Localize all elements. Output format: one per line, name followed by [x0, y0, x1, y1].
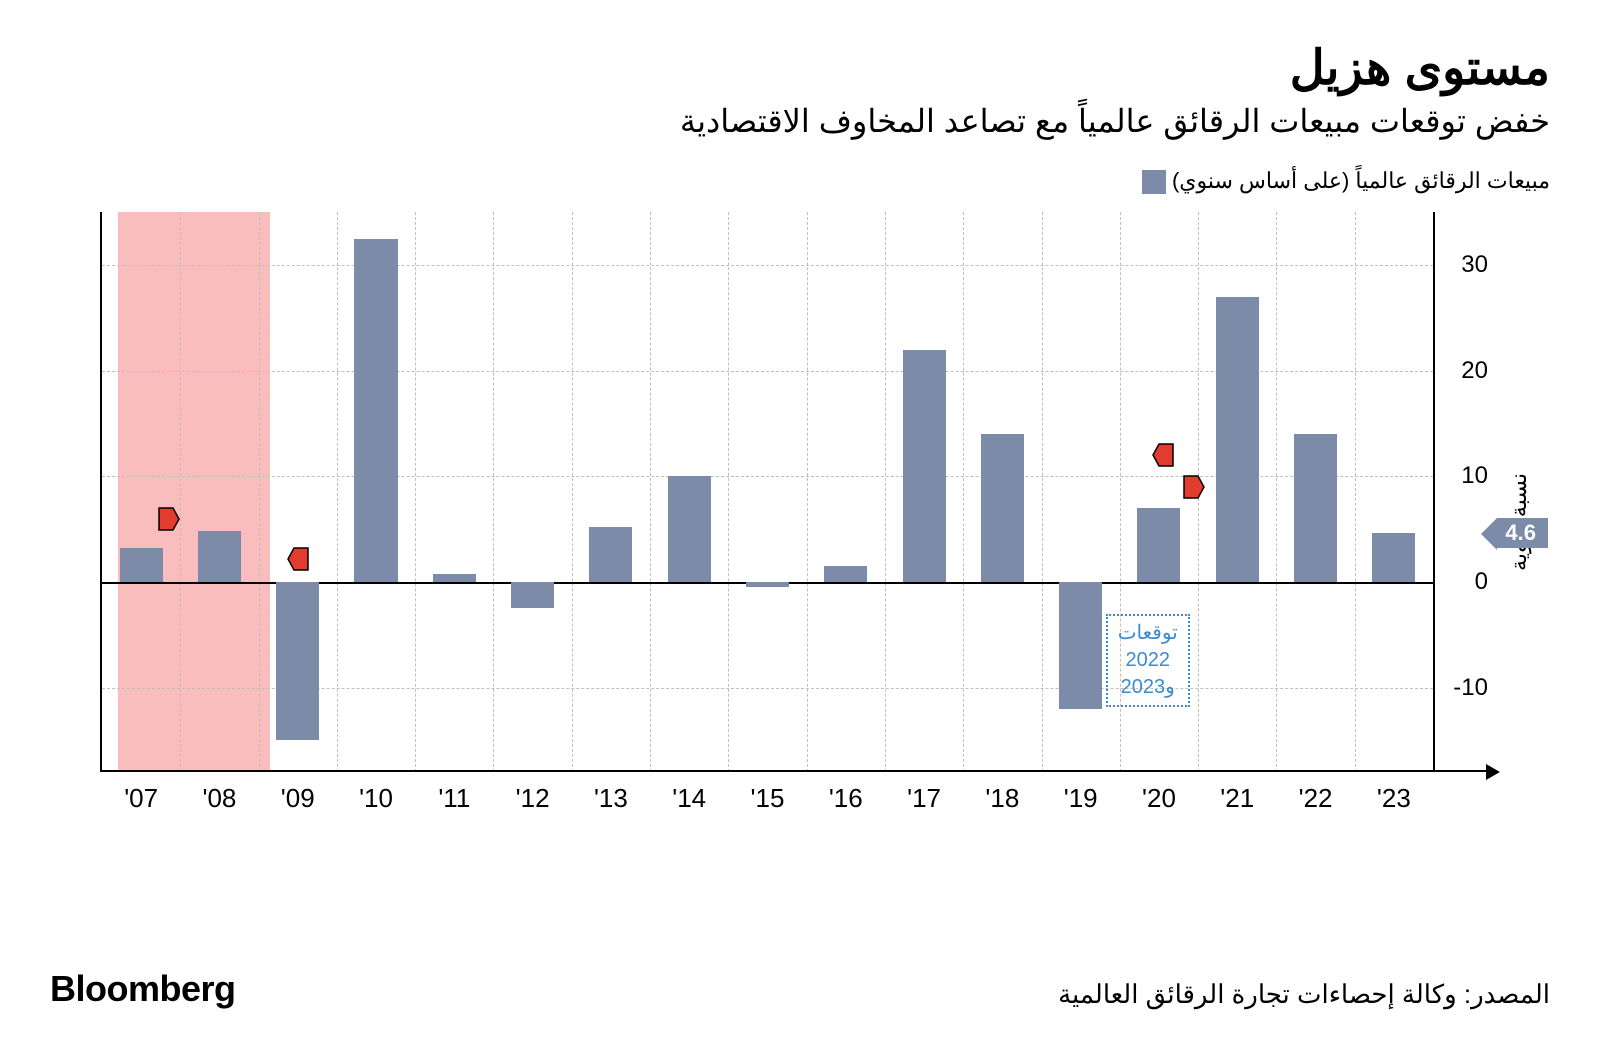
bar	[746, 582, 789, 587]
xtick-label: '11	[438, 783, 470, 814]
xtick-label: '07	[124, 783, 158, 814]
ytick-label: 0	[1475, 568, 1488, 596]
x-baseline	[100, 770, 1490, 772]
ytick-label: 20	[1461, 357, 1488, 385]
value-flag: 4.6	[1497, 518, 1548, 548]
xtick-label: '23	[1377, 783, 1411, 814]
bar	[589, 527, 632, 582]
chart-subtitle: خفض توقعات مبيعات الرقائق عالمياً مع تصا…	[50, 102, 1550, 140]
source-text: المصدر: وكالة إحصاءات تجارة الرقائق العا…	[1058, 979, 1550, 1010]
legend-label: مبيعات الرقائق عالمياً (على أساس سنوي)	[1172, 168, 1550, 193]
xtick-label: '22	[1299, 783, 1333, 814]
xtick-label: '10	[359, 783, 393, 814]
bar	[1059, 582, 1102, 709]
bar	[511, 582, 554, 608]
gridline-h	[102, 265, 1433, 266]
bar	[668, 476, 711, 582]
bar	[433, 574, 476, 582]
bar	[1294, 434, 1337, 582]
ytick-label: 30	[1461, 251, 1488, 279]
xtick-label: '08	[202, 783, 236, 814]
bar	[276, 582, 319, 740]
xtick-label: '20	[1142, 783, 1176, 814]
bar	[354, 239, 397, 582]
xtick-label: '15	[751, 783, 785, 814]
marker-arrow-icon	[156, 506, 182, 532]
xtick-label: '13	[594, 783, 628, 814]
bar	[1216, 297, 1259, 582]
brand-logo: Bloomberg	[50, 968, 236, 1010]
xtick-label: '21	[1220, 783, 1254, 814]
chart-title: مستوى هزيل	[50, 40, 1550, 96]
marker-arrow-icon	[285, 546, 311, 572]
ytick-label: 10	[1461, 462, 1488, 490]
bar	[198, 531, 241, 582]
bar	[1137, 508, 1180, 582]
bar	[981, 434, 1024, 582]
marker-arrow-icon	[1181, 474, 1207, 500]
xtick-label: '18	[985, 783, 1019, 814]
xtick-label: '12	[516, 783, 550, 814]
x-baseline-arrow-icon	[1486, 764, 1500, 780]
xtick-label: '14	[672, 783, 706, 814]
bar	[120, 548, 163, 582]
ytick-label: 10-	[1453, 674, 1488, 702]
bar	[824, 566, 867, 582]
bar	[903, 350, 946, 582]
forecast-annotation: توقعات2022و2023	[1106, 614, 1190, 707]
xtick-label: '17	[907, 783, 941, 814]
xtick-label: '09	[281, 783, 315, 814]
legend: مبيعات الرقائق عالمياً (على أساس سنوي)	[50, 168, 1550, 194]
marker-arrow-icon	[1150, 442, 1176, 468]
xtick-label: '16	[829, 783, 863, 814]
xtick-label: '19	[1064, 783, 1098, 814]
chart-area: نسبة مئوية 10-0102030'07'08'09'10'11'12'…	[50, 212, 1550, 832]
legend-swatch	[1142, 170, 1166, 194]
plot: 10-0102030'07'08'09'10'11'12'13'14'15'16…	[100, 212, 1435, 772]
bar	[1372, 533, 1415, 582]
